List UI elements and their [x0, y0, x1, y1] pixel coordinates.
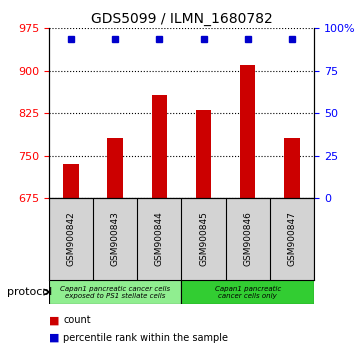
Text: count: count	[63, 315, 91, 325]
Text: protocol: protocol	[7, 287, 52, 297]
Title: GDS5099 / ILMN_1680782: GDS5099 / ILMN_1680782	[91, 12, 272, 26]
Bar	[152, 95, 167, 198]
Bar	[49, 280, 181, 304]
Text: GSM900845: GSM900845	[199, 211, 208, 267]
Text: GSM900846: GSM900846	[243, 211, 252, 267]
Bar	[284, 138, 300, 198]
Text: ■: ■	[49, 315, 59, 325]
Text: GSM900847: GSM900847	[287, 211, 296, 267]
Text: GSM900842: GSM900842	[66, 212, 75, 266]
Bar	[196, 110, 211, 198]
Text: GSM900843: GSM900843	[110, 211, 119, 267]
Bar	[107, 138, 123, 198]
Text: Capan1 pancreatic cancer cells
exposed to PS1 stellate cells: Capan1 pancreatic cancer cells exposed t…	[60, 285, 170, 299]
Text: GSM900844: GSM900844	[155, 212, 164, 266]
Text: Capan1 pancreatic
cancer cells only: Capan1 pancreatic cancer cells only	[214, 285, 281, 299]
Text: percentile rank within the sample: percentile rank within the sample	[63, 333, 228, 343]
Text: ■: ■	[49, 333, 59, 343]
Bar	[63, 164, 79, 198]
Bar	[240, 65, 256, 198]
Bar	[181, 280, 314, 304]
